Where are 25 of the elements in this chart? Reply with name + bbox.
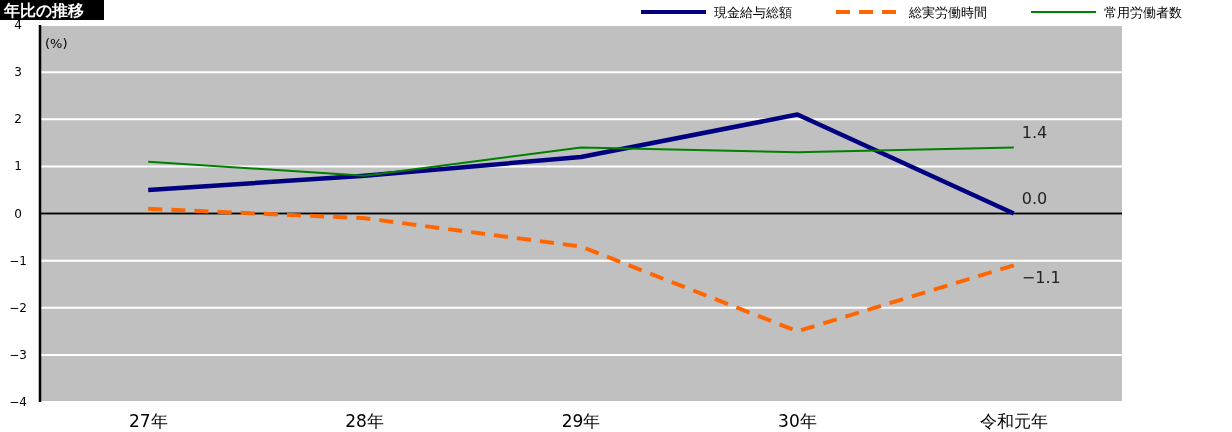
- y-tick-label: −4: [9, 395, 27, 409]
- legend-label: 現金給与総額: [714, 5, 792, 20]
- legend-label: 総実労働時間: [908, 5, 987, 20]
- y-tick-label: −1: [9, 253, 27, 268]
- x-tick-label: 27年: [128, 411, 168, 431]
- chart-title: 年比の推移: [3, 1, 84, 20]
- line-series: [147, 146, 1015, 177]
- y-tick-label: 2: [14, 112, 22, 127]
- y-tick-label: 1: [14, 159, 22, 174]
- data-label: 1.4: [1021, 122, 1048, 142]
- legend-label: 常用労働者数: [1104, 5, 1182, 20]
- data-label: −1.1: [1021, 268, 1061, 288]
- y-tick-label: 0: [14, 206, 22, 221]
- y-axis-title: (%): [45, 36, 68, 51]
- line-series: [146, 206, 1016, 334]
- y-tick-label: 3: [14, 65, 22, 80]
- x-tick-label: 令和元年: [979, 411, 1048, 431]
- y-tick-label: 4: [14, 18, 22, 32]
- x-tick-label: 28年: [345, 411, 384, 431]
- line-series: [145, 112, 1017, 216]
- y-tick-label: −3: [9, 347, 27, 362]
- data-label: 0.0: [1021, 188, 1048, 208]
- y-tick-label: −2: [9, 300, 27, 315]
- x-tick-label: 30年: [778, 411, 817, 431]
- x-tick-label: 29年: [561, 411, 601, 431]
